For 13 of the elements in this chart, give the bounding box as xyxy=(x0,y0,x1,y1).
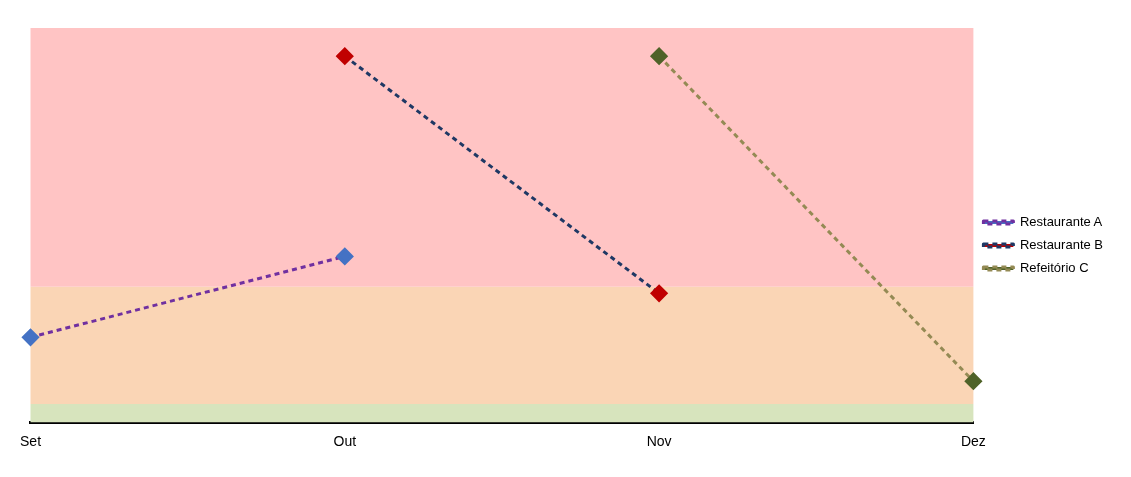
x-tick-label: Set xyxy=(20,433,42,450)
legend-label: Restaurante B xyxy=(1019,237,1104,253)
legend-label: Refeitório C xyxy=(1019,260,1089,276)
point xyxy=(650,47,668,65)
point xyxy=(336,247,354,265)
point xyxy=(336,47,354,65)
point xyxy=(964,372,982,390)
x-tick-label: Nov xyxy=(646,433,672,450)
x-tick-label: Out xyxy=(333,433,357,450)
x-tick-label: Dez xyxy=(960,433,986,450)
point xyxy=(650,284,668,302)
point xyxy=(22,328,40,346)
legend-label: Restaurante A xyxy=(1019,214,1103,230)
